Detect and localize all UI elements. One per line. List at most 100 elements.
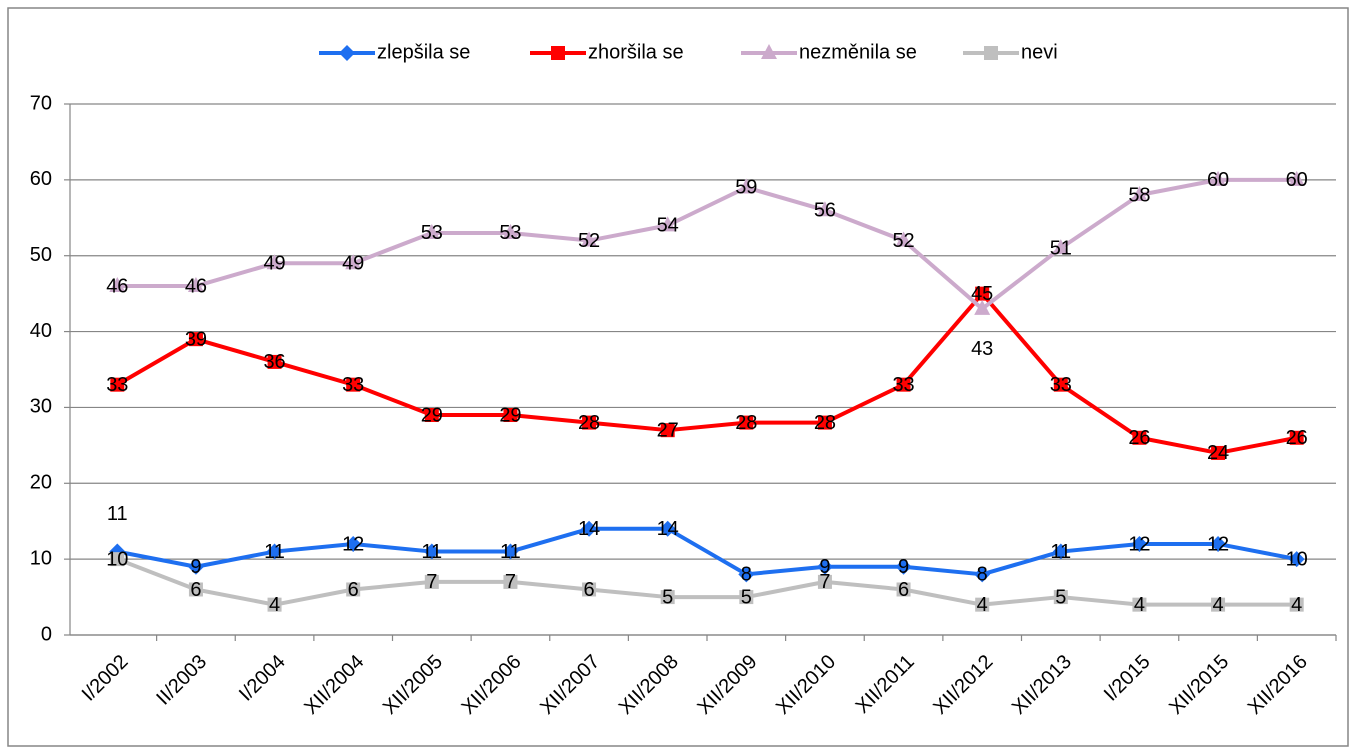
marker [1052, 239, 1069, 255]
marker [816, 558, 833, 575]
data-label: 53 [421, 222, 443, 244]
marker [659, 520, 676, 537]
marker [1132, 430, 1147, 445]
data-label: 5 [741, 586, 752, 608]
marker [660, 590, 675, 605]
data-label: 39 [185, 328, 207, 350]
series [109, 170, 1305, 315]
marker [424, 574, 439, 589]
data-label: 27 [657, 419, 679, 441]
data-label: 7 [819, 571, 830, 593]
data-label: 28 [814, 412, 836, 434]
data-label: 52 [578, 230, 600, 252]
marker [266, 254, 283, 270]
marker [423, 223, 440, 239]
data-label: 46 [106, 275, 128, 297]
data-label: 33 [106, 374, 128, 396]
data-label: 59 [735, 177, 757, 199]
data-label: 58 [1128, 184, 1150, 206]
marker [1210, 170, 1227, 186]
marker [502, 223, 519, 239]
marker [895, 231, 912, 247]
marker [895, 558, 912, 575]
marker [110, 552, 125, 567]
marker [109, 277, 126, 293]
marker [267, 354, 282, 369]
series-line [117, 177, 1297, 311]
data-label: 12 [1207, 533, 1229, 555]
marker [266, 543, 283, 560]
data-label: 11 [421, 541, 442, 563]
marker [188, 332, 203, 347]
marker [187, 277, 204, 293]
marker [896, 377, 911, 392]
marker [816, 201, 833, 217]
marker [974, 299, 991, 315]
data-label: 5 [662, 586, 673, 608]
marker [346, 377, 361, 392]
legend-label: nevi [1021, 41, 1058, 63]
data-label: 60 [1286, 169, 1308, 191]
data-label: 7 [426, 571, 437, 593]
data-label: 28 [578, 412, 600, 434]
data-label: 11 [107, 503, 128, 525]
marker [817, 415, 832, 430]
marker [187, 558, 204, 575]
data-label: 53 [499, 222, 521, 244]
data-label: 52 [892, 230, 914, 252]
data-label: 29 [421, 404, 443, 426]
data-label: 24 [1207, 442, 1229, 464]
series [109, 520, 1305, 583]
data-label: 6 [584, 579, 595, 601]
data-label: 36 [263, 351, 285, 373]
marker [738, 566, 755, 583]
marker [1052, 543, 1069, 560]
marker [739, 590, 754, 605]
marker [1288, 551, 1305, 568]
data-label: 4 [269, 594, 280, 616]
marker [1211, 597, 1226, 612]
data-label: 51 [1050, 237, 1072, 259]
data-label: 49 [263, 253, 285, 275]
marker [660, 423, 675, 438]
data-label: 46 [185, 275, 207, 297]
marker [582, 582, 597, 597]
marker [1288, 170, 1305, 186]
marker [1053, 590, 1068, 605]
data-label: 26 [1286, 427, 1308, 449]
series-line [116, 291, 1298, 455]
data-label: 6 [190, 579, 201, 601]
marker [551, 46, 565, 60]
data-label: 9 [819, 556, 830, 578]
marker [267, 597, 282, 612]
marker [1211, 445, 1226, 460]
data-label: 9 [898, 556, 909, 578]
data-label: 28 [735, 412, 757, 434]
marker [423, 543, 440, 560]
data-label: 9 [190, 556, 201, 578]
marker [975, 286, 990, 301]
data-label: 4 [1134, 594, 1145, 616]
marker [581, 231, 598, 247]
data-label: 4 [1213, 594, 1224, 616]
marker [503, 408, 518, 423]
y-tick-label: 70 [30, 92, 52, 114]
data-label: 4 [1291, 594, 1302, 616]
y-tick-label: 30 [30, 396, 52, 418]
data-label: 29 [499, 404, 521, 426]
data-label: 8 [977, 564, 988, 586]
data-label: 7 [505, 571, 516, 593]
y-tick-label: 20 [30, 472, 52, 494]
marker [659, 216, 676, 232]
data-label: 4 [977, 594, 988, 616]
data-label: 26 [1128, 427, 1150, 449]
data-label: 14 [578, 518, 600, 540]
data-label: 14 [657, 518, 679, 540]
data-label: 60 [1207, 169, 1229, 191]
marker [1210, 535, 1227, 552]
chart-frame [7, 7, 1349, 747]
series [110, 552, 1304, 612]
data-label: 10 [106, 548, 128, 570]
marker [346, 582, 361, 597]
marker [1289, 597, 1304, 612]
